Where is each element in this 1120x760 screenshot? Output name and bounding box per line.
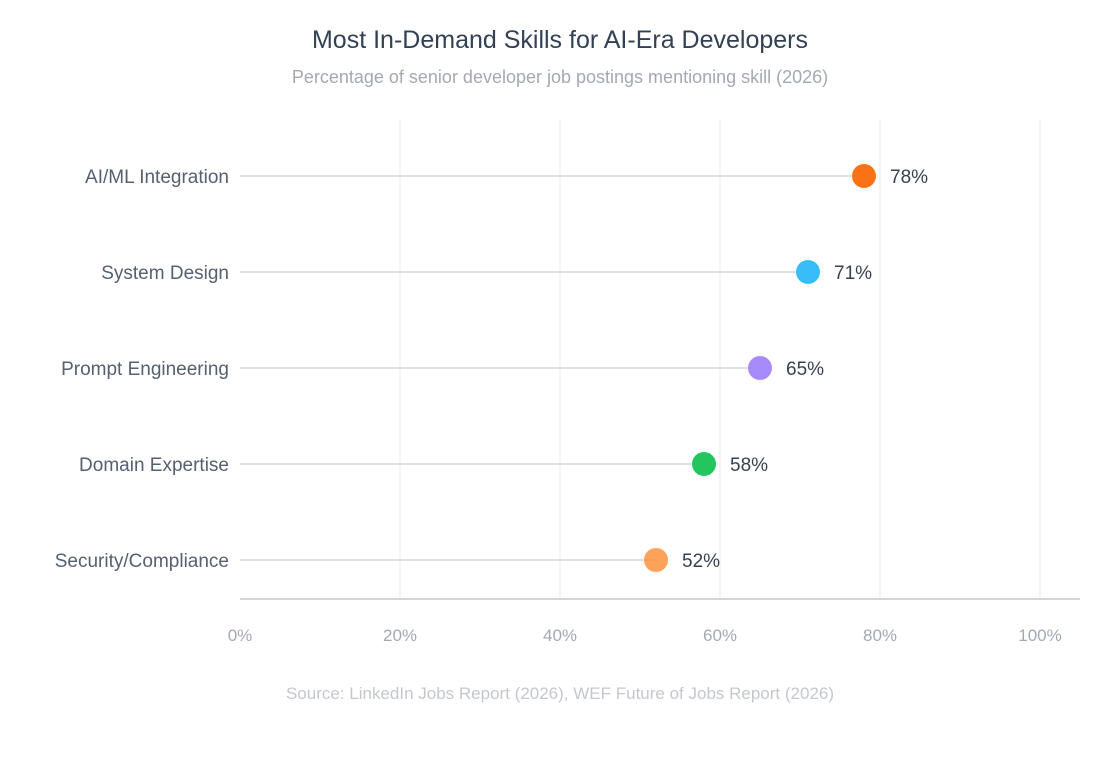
lollipop-dot — [852, 164, 876, 188]
x-tick-label: 0% — [228, 626, 253, 645]
x-tick-label: 100% — [1018, 626, 1061, 645]
chart-subtitle: Percentage of senior developer job posti… — [292, 67, 828, 87]
x-tick-label: 80% — [863, 626, 897, 645]
lollipop-dot — [796, 260, 820, 284]
lollipop-dot — [692, 452, 716, 476]
x-tick-label: 20% — [383, 626, 417, 645]
category-label: Prompt Engineering — [61, 359, 229, 380]
category-label: System Design — [101, 263, 229, 284]
x-tick-label: 40% — [543, 626, 577, 645]
category-label: AI/ML Integration — [85, 167, 229, 188]
value-label: 52% — [682, 551, 720, 572]
category-label: Domain Expertise — [79, 455, 229, 476]
x-tick-label: 60% — [703, 626, 737, 645]
value-label: 71% — [834, 263, 872, 284]
value-label: 78% — [890, 167, 928, 188]
category-label: Security/Compliance — [55, 551, 229, 572]
source-note: Source: LinkedIn Jobs Report (2026), WEF… — [286, 684, 834, 703]
lollipop-dot — [748, 356, 772, 380]
chart-title: Most In-Demand Skills for AI-Era Develop… — [312, 26, 808, 54]
value-label: 65% — [786, 359, 824, 380]
lollipop-dot — [644, 548, 668, 572]
value-label: 58% — [730, 455, 768, 476]
